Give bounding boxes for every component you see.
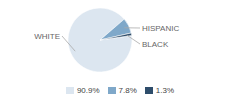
svg-text:HISPANIC: HISPANIC: [142, 24, 179, 33]
svg-text:BLACK: BLACK: [142, 40, 169, 49]
html-text:1.3%: 1.3%: [155, 86, 175, 95]
svg-text:WHITE: WHITE: [34, 32, 60, 41]
html-text:90.9%: 90.9%: [76, 86, 100, 95]
html-text:7.8%: 7.8%: [118, 86, 137, 95]
